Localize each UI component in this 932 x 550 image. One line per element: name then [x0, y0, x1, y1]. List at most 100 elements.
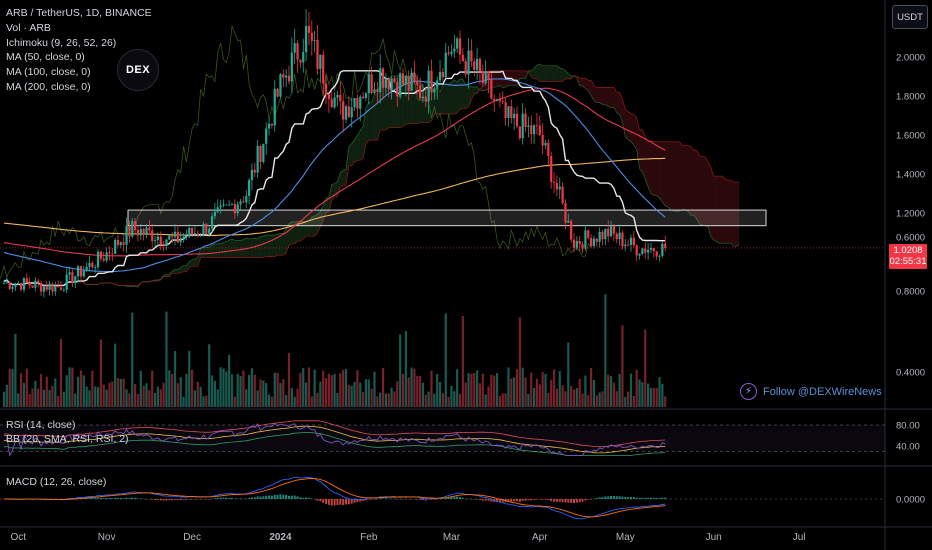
macd-hist-bar — [424, 499, 427, 501]
ichimoku-cloud-segment — [200, 247, 204, 258]
volume-bar — [624, 396, 627, 407]
candle-body — [547, 142, 550, 157]
volume-bar — [433, 393, 436, 407]
volume-bar — [661, 383, 664, 407]
volume-bar — [476, 370, 479, 407]
ichimoku-cloud-segment — [522, 70, 526, 79]
candle-body — [530, 125, 533, 135]
volume-bar — [644, 329, 647, 407]
candle-body — [558, 186, 561, 190]
macd-hist-bar — [302, 497, 305, 499]
ma50-label[interactable]: MA (50, close, 0) — [6, 51, 85, 64]
candle-body — [65, 274, 68, 290]
candle-body — [230, 204, 234, 205]
macd-hist-bar — [242, 498, 245, 500]
volume-bar — [604, 294, 607, 407]
volume-bar — [527, 393, 530, 407]
bb-label[interactable]: BB (20, SMA, RSI, RSI, 2) — [6, 433, 129, 445]
currency-button[interactable]: USDT — [892, 5, 928, 29]
macd-hist-bar — [635, 497, 638, 499]
candle-body — [134, 221, 137, 230]
symbol-label[interactable]: ARB / TetherUS, 1D, BINANCE — [6, 7, 152, 19]
candle-body — [14, 284, 17, 287]
volume-bar — [85, 386, 88, 407]
rsi-line — [4, 422, 666, 457]
candle-body — [493, 98, 496, 101]
volume-bar — [330, 375, 333, 407]
volume-bar — [202, 396, 205, 407]
macd-hist-bar — [222, 497, 225, 499]
macd-hist-bar — [97, 497, 100, 499]
macd-hist-bar — [250, 497, 253, 499]
candle-body — [5, 282, 8, 284]
candle-body — [336, 94, 339, 98]
candle-body — [399, 73, 402, 97]
rsi-label[interactable]: RSI (14, close) — [6, 419, 76, 431]
volume-bar — [156, 386, 159, 407]
macd-hist-bar — [316, 499, 319, 501]
ma200-label[interactable]: MA (200, close, 0) — [6, 80, 91, 93]
macd-hist-bar — [587, 499, 590, 500]
macd-hist-bar — [259, 496, 262, 499]
ichimoku-cloud-segment — [217, 243, 221, 258]
ma100-label[interactable]: MA (100, close, 0) — [6, 66, 91, 79]
ichimoku-cloud-segment — [357, 130, 361, 161]
macd-hist-bar — [396, 499, 399, 500]
macd-hist-bar — [171, 499, 174, 501]
macd-hist-bar — [456, 496, 459, 499]
candle-body — [139, 228, 142, 236]
macd-hist-bar — [342, 499, 345, 506]
macd-hist-bar — [231, 497, 233, 499]
macd-hist-bar — [664, 497, 667, 499]
ichimoku-cloud-segment — [194, 257, 198, 267]
macd-hist-bar — [530, 499, 533, 501]
macd-label[interactable]: MACD (12, 26, close) — [6, 476, 107, 488]
candle-body — [535, 125, 539, 127]
macd-hist-bar — [447, 497, 450, 499]
candle-body — [387, 78, 390, 90]
ichimoku-cloud-segment — [582, 78, 586, 89]
candle-body — [273, 88, 276, 126]
y-tick-label: 1.8000 — [896, 92, 925, 103]
volume-bar — [658, 376, 661, 407]
macd-hist-bar — [148, 499, 151, 500]
ichimoku-cloud-segment — [457, 79, 460, 113]
candle-body — [476, 58, 479, 70]
main-legend: ARB / TetherUS, 1D, BINANCE Vol · ARB Ic… — [6, 6, 152, 95]
vol-label[interactable]: Vol · ARB — [6, 21, 51, 34]
macd-hist-bar — [265, 495, 268, 499]
y-tick-label: 1.6000 — [896, 131, 925, 142]
volume-bar — [239, 376, 242, 407]
ichimoku-label[interactable]: Ichimoku (9, 26, 52, 26) — [6, 36, 117, 49]
volume-bar — [410, 367, 413, 407]
volume-bar — [458, 393, 462, 407]
volume-bar — [384, 393, 387, 407]
candle-body — [82, 270, 85, 277]
volume-bar — [484, 394, 487, 407]
volume-bar — [535, 378, 539, 407]
ichimoku-cloud-segment — [226, 240, 230, 258]
macd-hist-bar — [607, 496, 610, 499]
macd-hist-bar — [176, 499, 179, 500]
volume-bar — [381, 367, 385, 407]
ichimoku-cloud-segment — [465, 85, 469, 109]
volume-bar — [367, 379, 370, 407]
volume-bar — [450, 385, 453, 407]
ichimoku-cloud-segment — [280, 233, 284, 256]
volume-bar — [102, 384, 105, 407]
candle-body — [561, 186, 564, 204]
macd-hist-bar — [527, 499, 530, 501]
volume-bar — [561, 385, 564, 407]
x-tick-label: May — [616, 532, 635, 543]
candle-body — [310, 32, 313, 41]
volume-bar — [96, 387, 100, 407]
macd-hist-bar — [433, 499, 436, 500]
macd-hist-bar — [290, 495, 293, 499]
macd-hist-bar — [91, 497, 94, 499]
candle-body — [162, 244, 165, 246]
volume-bar — [57, 396, 60, 407]
volume-bar — [453, 391, 456, 407]
volume-bar — [34, 380, 37, 407]
macd-hist-bar — [533, 499, 536, 500]
